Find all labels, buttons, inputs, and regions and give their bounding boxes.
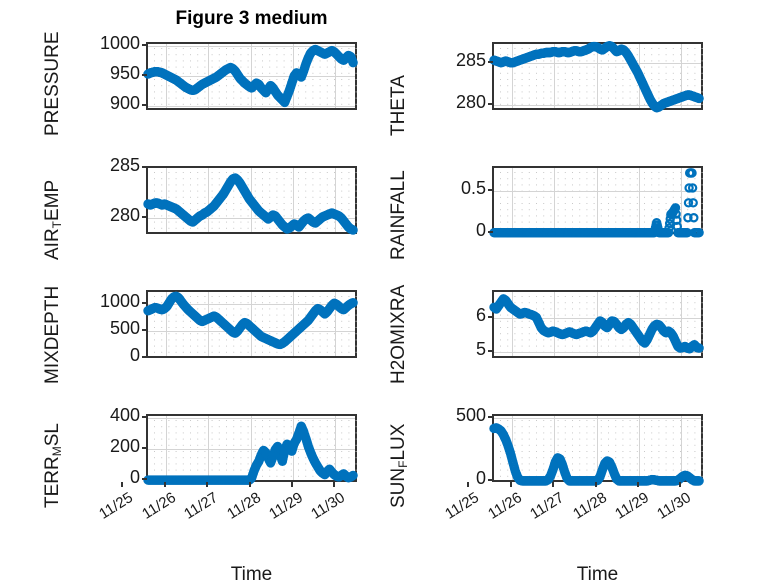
- data-series: [143, 168, 358, 235]
- x-tick-label: 11/25: [96, 489, 137, 523]
- x-tick-mark: [333, 482, 335, 487]
- y-axis-label: MIXDEPTH: [42, 285, 63, 384]
- y-tick-label: 950: [109, 62, 140, 83]
- data-series: [489, 292, 704, 356]
- y-tick-mark: [142, 478, 147, 481]
- y-tick-mark: [142, 355, 147, 358]
- y-tick-mark: [142, 415, 147, 418]
- x-tick-label: 11/28: [223, 489, 264, 523]
- y-tick-mark: [488, 315, 493, 318]
- data-series: [489, 416, 704, 486]
- y-tick-label: 400: [109, 404, 140, 425]
- y-tick-label: 500: [109, 318, 140, 339]
- x-tick-mark: [679, 482, 681, 487]
- x-tick-label: 11/26: [484, 489, 525, 523]
- data-series: [143, 416, 358, 485]
- y-tick-label: 1000: [99, 32, 140, 53]
- axes-sun-flux: [489, 414, 704, 486]
- x-tick-mark: [121, 482, 123, 487]
- y-axis-label: SUNFLUX: [388, 423, 410, 508]
- y-tick-mark: [488, 478, 493, 481]
- x-tick-mark: [552, 482, 554, 487]
- x-tick-label: 11/29: [612, 489, 652, 523]
- x-tick-mark: [164, 482, 166, 487]
- x-tick-label: 11/30: [654, 489, 695, 523]
- y-axis-label: THETA: [388, 75, 409, 136]
- x-tick-label: 11/28: [569, 489, 610, 523]
- y-tick-mark: [488, 416, 493, 419]
- axes-theta: [489, 41, 704, 113]
- y-tick-mark: [488, 103, 493, 106]
- x-tick-mark: [291, 482, 293, 487]
- axes-pressure: [143, 42, 358, 110]
- figure-title: Figure 3 medium: [175, 8, 328, 29]
- y-tick-label: 285: [109, 155, 140, 175]
- axes-air-temp: [143, 166, 358, 235]
- y-tick-label: 900: [109, 92, 140, 113]
- y-tick-mark: [142, 216, 147, 218]
- y-axis-label: PRESSURE: [42, 31, 63, 136]
- y-tick-label: 0: [475, 467, 486, 488]
- y-tick-label: 280: [109, 205, 140, 225]
- y-tick-mark: [488, 189, 493, 192]
- y-tick-label: 6: [475, 304, 486, 325]
- x-tick-label: 11/27: [527, 489, 568, 523]
- major-grid: [494, 168, 701, 232]
- y-tick-label: 200: [109, 435, 140, 456]
- axes-rainfall: [489, 166, 704, 238]
- x-tick-mark: [510, 482, 512, 487]
- data-series: [489, 41, 704, 113]
- y-axis-label: AIRTEMP: [42, 179, 64, 260]
- y-tick-mark: [142, 166, 147, 168]
- x-axis-label: Time: [230, 564, 273, 585]
- x-tick-label: 11/30: [308, 489, 349, 523]
- y-tick-mark: [488, 230, 493, 233]
- x-tick-label: 11/29: [266, 489, 306, 523]
- y-tick-label: 5: [475, 338, 486, 359]
- y-tick-label: 500: [455, 405, 486, 426]
- y-axis-label: RAINFALL: [388, 170, 409, 260]
- axes-terr-msl: [143, 414, 358, 485]
- y-axis-label: TERRMSL: [42, 423, 64, 508]
- x-tick-label: 11/27: [181, 489, 222, 523]
- y-tick-label: 1000: [99, 291, 140, 312]
- y-tick-mark: [142, 329, 147, 332]
- x-tick-mark: [467, 482, 469, 487]
- x-tick-mark: [637, 482, 639, 487]
- y-tick-mark: [142, 302, 147, 305]
- y-tick-label: 0: [129, 467, 140, 488]
- y-axis-label: H2OMIXRA: [388, 284, 409, 384]
- y-tick-label: 0: [129, 344, 140, 365]
- data-series: [143, 44, 358, 108]
- data-series: [143, 291, 358, 356]
- x-axis-label: Time: [576, 564, 619, 585]
- x-tick-mark: [206, 482, 208, 487]
- y-tick-label: 0: [475, 219, 486, 240]
- x-tick-mark: [249, 482, 251, 487]
- x-tick-mark: [595, 482, 597, 487]
- y-tick-label: 285: [455, 49, 486, 70]
- axes-h2omixra: [489, 290, 704, 358]
- y-tick-mark: [142, 43, 147, 46]
- data-series: [489, 168, 704, 238]
- y-tick-mark: [142, 73, 147, 76]
- y-tick-label: 0.5: [460, 178, 486, 199]
- axes-mixdepth: [143, 290, 358, 358]
- y-tick-mark: [142, 103, 147, 106]
- x-tick-label: 11/26: [138, 489, 179, 523]
- y-tick-label: 280: [455, 92, 486, 113]
- x-tick-label: 11/25: [442, 489, 483, 523]
- y-tick-mark: [142, 446, 147, 449]
- y-tick-mark: [488, 349, 493, 352]
- y-tick-mark: [488, 60, 493, 63]
